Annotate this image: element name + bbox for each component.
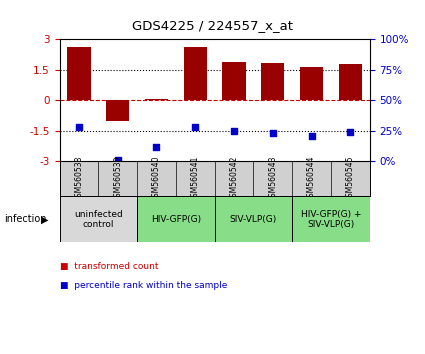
Bar xyxy=(339,64,362,100)
Bar xyxy=(184,47,207,100)
Text: ■  percentile rank within the sample: ■ percentile rank within the sample xyxy=(60,281,227,290)
Bar xyxy=(300,67,323,100)
Text: GDS4225 / 224557_x_at: GDS4225 / 224557_x_at xyxy=(132,19,293,32)
Bar xyxy=(261,63,284,100)
Text: ■  transformed count: ■ transformed count xyxy=(60,262,158,271)
Point xyxy=(347,129,354,135)
Point xyxy=(114,158,121,163)
Bar xyxy=(215,196,292,242)
Text: GSM560542: GSM560542 xyxy=(230,156,238,202)
Bar xyxy=(67,47,91,100)
Text: GSM560541: GSM560541 xyxy=(191,156,200,202)
Bar xyxy=(106,100,129,121)
Text: uninfected
control: uninfected control xyxy=(74,210,123,229)
Point xyxy=(192,124,198,130)
Bar xyxy=(222,62,246,100)
Text: GSM560538: GSM560538 xyxy=(74,156,83,202)
Text: infection: infection xyxy=(4,215,47,224)
Point xyxy=(269,130,276,136)
Text: GSM560539: GSM560539 xyxy=(113,156,122,202)
Text: GSM560543: GSM560543 xyxy=(268,156,277,202)
Point xyxy=(308,133,315,139)
Text: GSM560540: GSM560540 xyxy=(152,156,161,202)
Point xyxy=(153,144,160,150)
Point xyxy=(76,124,82,130)
Text: HIV-GFP(G): HIV-GFP(G) xyxy=(151,215,201,224)
Text: SIV-VLP(G): SIV-VLP(G) xyxy=(230,215,277,224)
Text: GSM560545: GSM560545 xyxy=(346,156,355,202)
Text: ▶: ▶ xyxy=(41,215,48,224)
Text: HIV-GFP(G) +
SIV-VLP(G): HIV-GFP(G) + SIV-VLP(G) xyxy=(301,210,361,229)
Bar xyxy=(292,196,370,242)
Text: GSM560544: GSM560544 xyxy=(307,156,316,202)
Bar xyxy=(145,99,168,100)
Bar xyxy=(60,196,137,242)
Point xyxy=(231,128,238,134)
Bar xyxy=(137,196,215,242)
